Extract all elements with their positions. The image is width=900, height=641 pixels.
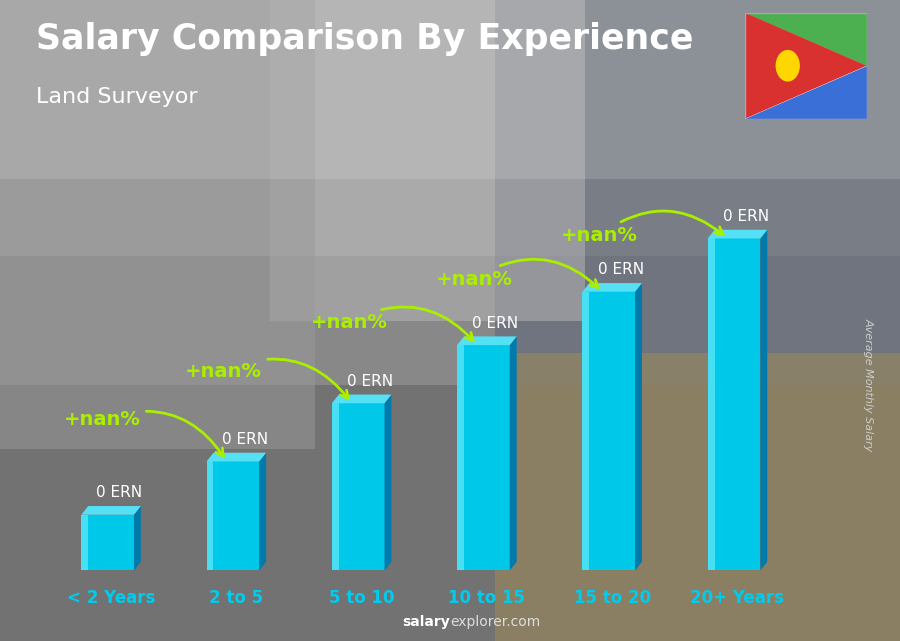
Bar xyxy=(332,403,338,570)
Text: explorer.com: explorer.com xyxy=(450,615,540,629)
Polygon shape xyxy=(332,395,392,403)
Bar xyxy=(0,0,900,179)
Bar xyxy=(0,0,315,449)
Polygon shape xyxy=(745,13,867,119)
Text: salary: salary xyxy=(402,615,450,629)
Bar xyxy=(582,292,590,570)
Text: +nan%: +nan% xyxy=(64,410,223,456)
Bar xyxy=(332,403,384,570)
Bar xyxy=(81,515,134,570)
Polygon shape xyxy=(745,13,867,66)
Bar xyxy=(707,238,715,570)
Text: 0 ERN: 0 ERN xyxy=(347,374,393,388)
Bar xyxy=(207,462,213,570)
Polygon shape xyxy=(509,337,517,570)
Polygon shape xyxy=(745,66,867,119)
Polygon shape xyxy=(259,453,266,570)
Bar xyxy=(582,292,635,570)
Bar xyxy=(495,0,900,385)
Polygon shape xyxy=(384,395,392,570)
Text: 0 ERN: 0 ERN xyxy=(221,432,268,447)
Bar xyxy=(0,0,900,256)
Text: Average Monthly Salary: Average Monthly Salary xyxy=(863,318,874,451)
Text: Salary Comparison By Experience: Salary Comparison By Experience xyxy=(36,22,693,56)
Polygon shape xyxy=(707,229,767,238)
Text: 0 ERN: 0 ERN xyxy=(96,485,142,500)
Polygon shape xyxy=(635,283,642,570)
Text: 15 to 20: 15 to 20 xyxy=(573,589,651,607)
Bar xyxy=(0,385,900,641)
Bar xyxy=(81,515,88,570)
Polygon shape xyxy=(134,506,140,570)
Polygon shape xyxy=(81,506,140,515)
Text: +nan%: +nan% xyxy=(562,211,724,245)
Text: 0 ERN: 0 ERN xyxy=(472,315,518,331)
Polygon shape xyxy=(207,453,266,462)
Text: 10 to 15: 10 to 15 xyxy=(448,589,526,607)
Bar xyxy=(707,238,760,570)
Text: 2 to 5: 2 to 5 xyxy=(210,589,264,607)
Bar xyxy=(457,345,509,570)
Text: +nan%: +nan% xyxy=(436,259,598,288)
Text: 5 to 10: 5 to 10 xyxy=(328,589,394,607)
Text: 0 ERN: 0 ERN xyxy=(723,209,769,224)
Circle shape xyxy=(776,50,800,81)
Polygon shape xyxy=(457,337,517,345)
Bar xyxy=(495,353,900,641)
Text: +nan%: +nan% xyxy=(185,359,348,399)
Polygon shape xyxy=(760,229,767,570)
Text: +nan%: +nan% xyxy=(310,307,473,341)
Bar xyxy=(457,345,464,570)
Text: Land Surveyor: Land Surveyor xyxy=(36,87,198,106)
Bar xyxy=(270,0,585,320)
Text: 20+ Years: 20+ Years xyxy=(690,589,785,607)
Text: < 2 Years: < 2 Years xyxy=(67,589,156,607)
Text: 0 ERN: 0 ERN xyxy=(598,262,644,278)
Bar xyxy=(207,462,259,570)
Polygon shape xyxy=(582,283,642,292)
